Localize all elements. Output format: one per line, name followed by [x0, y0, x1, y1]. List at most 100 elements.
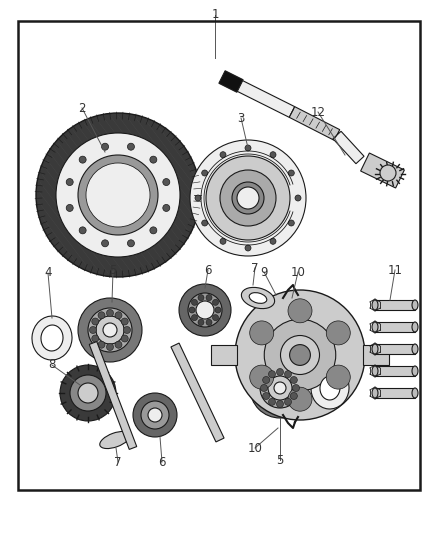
Ellipse shape [32, 316, 72, 360]
Text: 10: 10 [290, 265, 305, 279]
Ellipse shape [412, 366, 418, 376]
Circle shape [148, 408, 162, 422]
Ellipse shape [311, 367, 349, 409]
Circle shape [103, 323, 117, 337]
Bar [375, 300, 415, 310]
Ellipse shape [372, 300, 378, 310]
Text: 11: 11 [388, 263, 403, 277]
Text: 5: 5 [276, 454, 284, 466]
Text: 3: 3 [237, 111, 245, 125]
Circle shape [250, 365, 274, 389]
Circle shape [106, 343, 113, 351]
Ellipse shape [372, 322, 378, 332]
Circle shape [195, 195, 201, 201]
Ellipse shape [41, 325, 63, 351]
Circle shape [288, 220, 294, 226]
Circle shape [198, 319, 204, 325]
Bar [363, 345, 389, 365]
Circle shape [290, 392, 297, 400]
Circle shape [288, 170, 294, 176]
Circle shape [86, 163, 150, 227]
Circle shape [196, 301, 214, 319]
Text: 7: 7 [114, 456, 122, 469]
Circle shape [70, 375, 106, 411]
Circle shape [102, 143, 109, 150]
Circle shape [276, 368, 283, 376]
Circle shape [179, 284, 231, 336]
Circle shape [127, 143, 134, 150]
Circle shape [98, 312, 105, 319]
Circle shape [268, 376, 292, 400]
Text: 5: 5 [110, 264, 117, 278]
Ellipse shape [372, 388, 378, 398]
Circle shape [78, 298, 142, 362]
Circle shape [201, 170, 208, 176]
Circle shape [212, 314, 219, 321]
Circle shape [191, 314, 198, 321]
Text: 9: 9 [260, 265, 268, 279]
Circle shape [293, 384, 300, 392]
Polygon shape [89, 342, 137, 449]
Circle shape [245, 245, 251, 251]
Polygon shape [219, 71, 243, 92]
Circle shape [280, 335, 319, 375]
Circle shape [288, 387, 312, 411]
Circle shape [127, 240, 134, 247]
Text: 12: 12 [311, 106, 325, 118]
Circle shape [285, 398, 292, 406]
Circle shape [121, 335, 128, 342]
Circle shape [237, 187, 259, 209]
Circle shape [285, 370, 292, 378]
Circle shape [191, 300, 198, 305]
Circle shape [250, 321, 274, 345]
Circle shape [220, 238, 226, 244]
Circle shape [190, 140, 306, 256]
Bar [375, 366, 415, 376]
Bar [18, 21, 420, 490]
Circle shape [260, 368, 300, 408]
Bar [375, 388, 415, 398]
Circle shape [264, 319, 336, 391]
Circle shape [268, 370, 276, 378]
Circle shape [290, 376, 297, 384]
Polygon shape [333, 131, 364, 164]
Circle shape [98, 341, 105, 348]
Text: 2: 2 [78, 101, 86, 115]
Circle shape [124, 327, 131, 334]
Text: 4: 4 [44, 266, 52, 279]
Text: 1: 1 [211, 9, 219, 21]
Circle shape [326, 321, 350, 345]
Text: 8: 8 [48, 359, 56, 372]
Circle shape [163, 205, 170, 212]
Polygon shape [360, 153, 404, 188]
Ellipse shape [100, 431, 130, 449]
Circle shape [274, 382, 286, 394]
Circle shape [380, 165, 396, 181]
Circle shape [56, 133, 180, 257]
Ellipse shape [372, 366, 378, 376]
Ellipse shape [412, 388, 418, 398]
Circle shape [212, 300, 219, 305]
Ellipse shape [249, 293, 267, 303]
Circle shape [106, 310, 113, 317]
Circle shape [270, 238, 276, 244]
Circle shape [215, 307, 221, 313]
Ellipse shape [412, 322, 418, 332]
Text: 7: 7 [251, 262, 259, 274]
Bar [375, 322, 415, 332]
Ellipse shape [241, 287, 275, 309]
Circle shape [288, 299, 312, 323]
Circle shape [245, 145, 251, 151]
Circle shape [102, 240, 109, 247]
Text: 6: 6 [158, 456, 166, 469]
Circle shape [133, 393, 177, 437]
Circle shape [206, 319, 212, 325]
Circle shape [163, 179, 170, 185]
Circle shape [198, 295, 204, 301]
Circle shape [261, 384, 268, 392]
Circle shape [270, 152, 276, 158]
Circle shape [295, 195, 301, 201]
Bar [375, 344, 415, 354]
Circle shape [92, 335, 99, 342]
Circle shape [66, 179, 73, 185]
